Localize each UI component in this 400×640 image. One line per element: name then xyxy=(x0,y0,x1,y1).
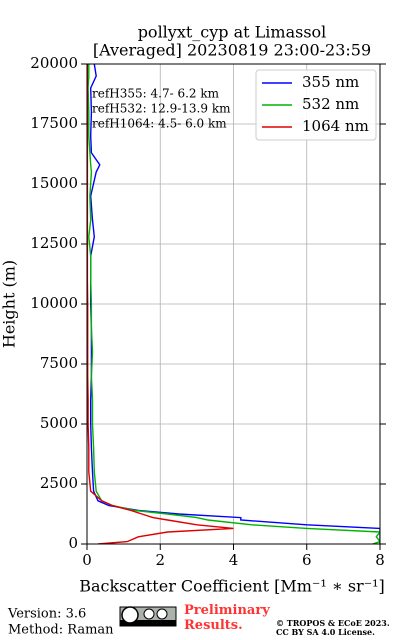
method: Method: Raman xyxy=(8,623,114,638)
legend-label: 1064 nm xyxy=(302,117,369,135)
chart-title: pollyxt_cyp at Limassol xyxy=(138,23,327,42)
x-tick-label: 2 xyxy=(155,551,165,569)
status: Preliminary Results. xyxy=(184,603,270,633)
version: Version: 3.6 xyxy=(7,607,86,622)
y-tick-label: 5000 xyxy=(40,414,78,432)
y-axis-label: Height (m) xyxy=(0,260,19,348)
y-tick-label: 12500 xyxy=(30,234,78,252)
x-tick-label: 4 xyxy=(229,551,239,569)
y-tick-label: 15000 xyxy=(30,174,78,192)
annotation: refH532: 12.9-13.9 km xyxy=(92,102,231,116)
legend-box xyxy=(255,69,377,141)
y-tick-label: 20000 xyxy=(30,54,78,72)
legend-label: 532 nm xyxy=(302,95,359,113)
x-tick-label: 6 xyxy=(302,551,312,569)
y-tick-label: 17500 xyxy=(30,114,78,132)
license: CC BY SA 4.0 License. xyxy=(276,627,375,637)
chart-subtitle: [Averaged] 20230819 23:00-23:59 xyxy=(93,41,371,60)
y-tick-label: 0 xyxy=(68,534,78,552)
x-axis-label: Backscatter Coefficient [Mm⁻¹ ∗ sr⁻¹] xyxy=(79,577,385,596)
y-tick-label: 2500 xyxy=(40,474,78,492)
x-tick-label: 8 xyxy=(375,551,385,569)
cc-logo xyxy=(119,606,177,627)
x-tick-label: 0 xyxy=(82,551,92,569)
license: © TROPOS & ECoE 2023. xyxy=(276,618,390,628)
annotation: refH355: 4.7- 6.2 km xyxy=(92,87,220,101)
y-tick-label: 7500 xyxy=(40,354,78,372)
annotation: refH1064: 4.5- 6.0 km xyxy=(92,117,227,131)
plot-frame xyxy=(86,63,381,545)
y-tick-label: 10000 xyxy=(30,294,78,312)
profile-line xyxy=(87,64,380,544)
legend-label: 355 nm xyxy=(302,73,359,91)
profile-line xyxy=(89,64,380,544)
